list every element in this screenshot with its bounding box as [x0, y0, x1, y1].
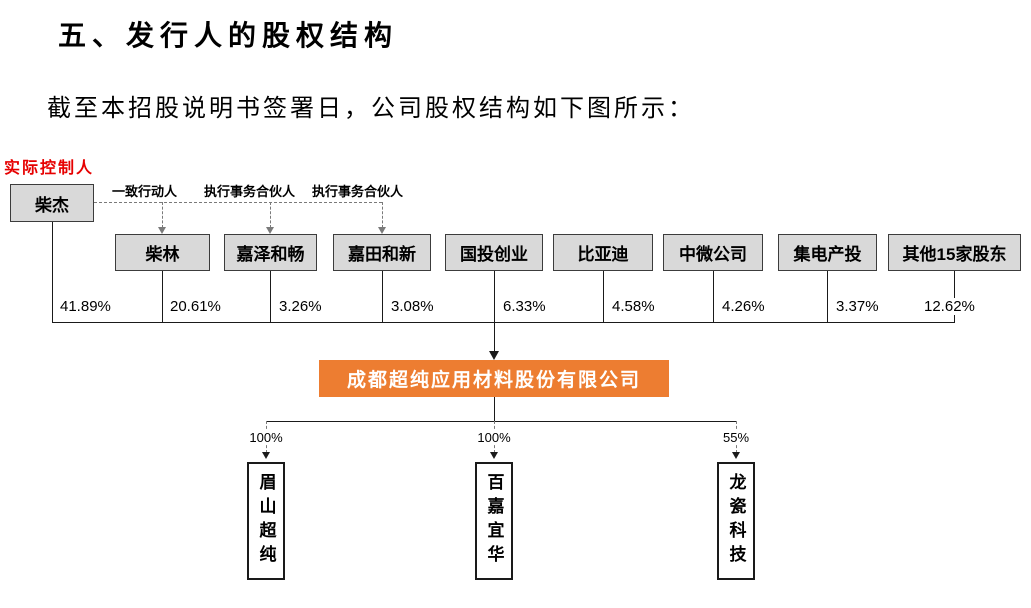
actual-controller-label: 实际控制人: [4, 160, 95, 177]
subsidiary-holding-percentage: 55%: [722, 430, 750, 445]
relation-drop-line: [270, 202, 271, 228]
down-arrow-icon: [489, 351, 499, 360]
company-box: 成都超纯应用材料股份有限公司: [319, 360, 669, 397]
subsidiary-holding-percentage: 100%: [477, 430, 511, 445]
intro-text: 截至本招股说明书签署日，公司股权结构如下图所示：: [47, 95, 695, 122]
relation-dashed-line: [94, 202, 382, 203]
shareholder-drop-line: [603, 271, 604, 322]
down-arrow-icon: [266, 227, 274, 234]
holding-percentage: 6.33%: [503, 298, 546, 315]
holding-percentage: 4.58%: [612, 298, 655, 315]
holding-percentage: 20.61%: [170, 298, 221, 315]
shareholder-drop-line: [162, 271, 163, 322]
shareholder-box: 其他15家股东: [888, 234, 1021, 271]
shareholder-box: 集电产投: [778, 234, 877, 271]
relation-label: 执行事务合伙人: [312, 184, 404, 199]
shareholder-drop-line: [270, 271, 271, 322]
down-arrow-icon: [732, 452, 740, 459]
controller-box: 柴杰: [10, 184, 94, 222]
shareholder-box: 比亚迪: [553, 234, 653, 271]
subsidiary-box: 百嘉宜华: [475, 462, 513, 580]
holding-percentage: 3.08%: [391, 298, 434, 315]
subsidiary-holding-percentage: 100%: [249, 430, 283, 445]
holding-percentage: 41.89%: [60, 298, 111, 315]
company-tail-line: [494, 397, 495, 421]
relation-drop-line: [162, 202, 163, 228]
company-arrow-line: [494, 322, 495, 352]
holding-percentage: 3.26%: [279, 298, 322, 315]
down-arrow-icon: [262, 452, 270, 459]
shareholder-drop-line: [382, 271, 383, 322]
shareholder-drop-line: [954, 271, 955, 322]
shareholder-drop-line: [494, 271, 495, 322]
down-arrow-icon: [158, 227, 166, 234]
holding-percentage: 3.37%: [836, 298, 879, 315]
subsidiary-box: 龙瓷科技: [717, 462, 755, 580]
shareholder-drop-line: [713, 271, 714, 322]
subsidiary-bus-line: [266, 421, 736, 422]
shareholder-bus-line: [52, 322, 955, 323]
shareholder-box: 国投创业: [445, 234, 543, 271]
relation-label: 执行事务合伙人: [204, 184, 296, 199]
shareholder-box: 中微公司: [663, 234, 763, 271]
holding-percentage: 12.62%: [921, 298, 978, 315]
relation-drop-line: [382, 202, 383, 228]
controller-drop-line: [52, 222, 53, 322]
down-arrow-icon: [490, 452, 498, 459]
relation-label: 一致行动人: [112, 184, 178, 199]
shareholder-drop-line: [827, 271, 828, 322]
shareholder-box: 嘉田和新: [333, 234, 431, 271]
down-arrow-icon: [378, 227, 386, 234]
subsidiary-box: 眉山超纯: [247, 462, 285, 580]
section-title: 五、发行人的股权结构: [58, 20, 399, 51]
holding-percentage: 4.26%: [722, 298, 765, 315]
shareholder-box: 嘉泽和畅: [224, 234, 317, 271]
shareholder-box: 柴林: [115, 234, 210, 271]
